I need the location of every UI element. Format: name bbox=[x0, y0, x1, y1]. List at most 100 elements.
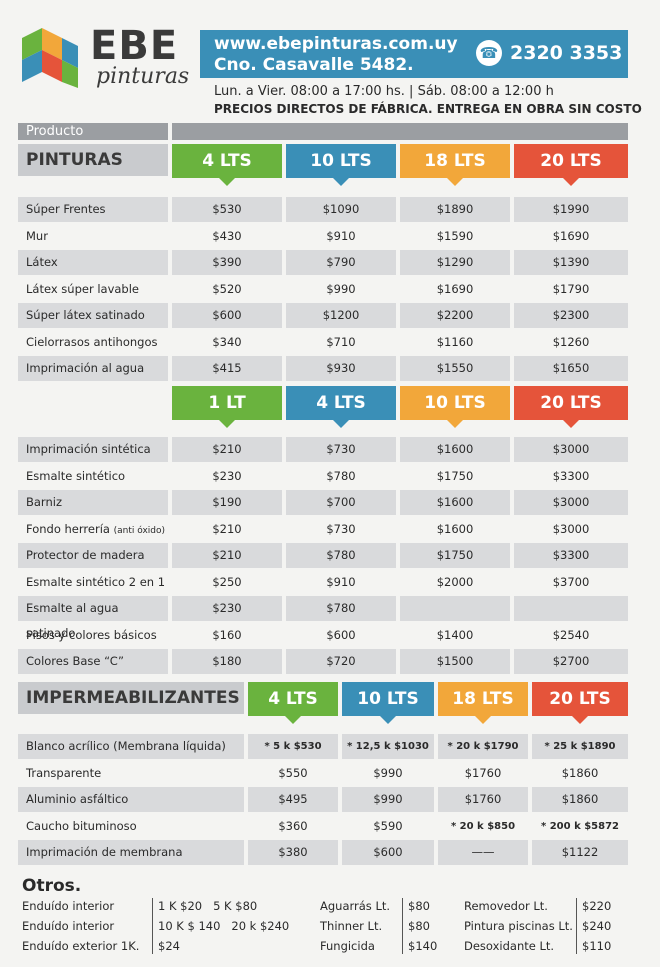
price-cell: $1390 bbox=[514, 250, 628, 275]
price-cell: $1760 bbox=[438, 787, 528, 812]
table-row: Esmalte sintético 2 en 1 $250 $910 $2000 $37… bbox=[18, 570, 628, 595]
website-link[interactable]: www.ebepinturas.com.uy bbox=[214, 34, 458, 54]
tab-imper-size-2: 10 LTS bbox=[342, 682, 434, 724]
price-cell: $600 bbox=[172, 303, 282, 328]
table-row: Caucho bituminoso $360 $590 * 20 k $850 * 20… bbox=[18, 814, 628, 839]
price-cell: $180 bbox=[172, 649, 282, 674]
price-cell: $910 bbox=[326, 228, 356, 243]
product-name: Imprimación sintética bbox=[18, 437, 168, 462]
price-cell: $360 bbox=[278, 818, 308, 833]
price-cell: $160 bbox=[212, 627, 242, 642]
tab-pinturas-size-1: 4 LTS bbox=[172, 144, 282, 186]
product-name: Súper Frentes bbox=[18, 197, 168, 222]
price-cell: $1600 bbox=[436, 521, 474, 536]
price-cell: $3700 bbox=[552, 574, 590, 589]
price-cell: $210 bbox=[212, 521, 242, 536]
otros-item-name: Enduído interior bbox=[22, 899, 115, 913]
price-cell bbox=[514, 596, 628, 621]
price-cell: $1860 bbox=[532, 787, 628, 812]
table-row: Imprimación de membrana $380 $600 —— $1122 bbox=[18, 840, 628, 865]
price-cell: $1160 bbox=[436, 334, 474, 349]
otros-item-price: $220 bbox=[582, 899, 612, 913]
price-cell: $990 bbox=[326, 281, 356, 296]
product-name: Súper látex satinado bbox=[18, 303, 168, 328]
tab-sinteticos-size-3: 10 LTS bbox=[400, 386, 510, 428]
table-row: Cielorrasos antihongos $340 $710 $1160 $1260 bbox=[18, 330, 628, 355]
otros-item-name: Enduído interior bbox=[22, 919, 115, 933]
tab-sinteticos-size-2: 4 LTS bbox=[286, 386, 396, 428]
price-cell: $1750 bbox=[436, 468, 474, 483]
price-cell: $1200 bbox=[286, 303, 396, 328]
table-row: Imprimación al agua $415 $930 $1550 $1650 bbox=[18, 356, 628, 381]
product-name: Imprimación al agua bbox=[18, 356, 168, 381]
price-cell: $700 bbox=[286, 490, 396, 515]
price-cell: $780 bbox=[326, 468, 356, 483]
price-cell: $710 bbox=[326, 334, 356, 349]
table-row: Látex súper lavable $520 $990 $1690 $1790 bbox=[18, 277, 628, 302]
price-cell: $2300 bbox=[514, 303, 628, 328]
price-cell: $990 bbox=[342, 787, 434, 812]
brand-name: EBE bbox=[90, 23, 179, 69]
tab-imper-size-3: 18 LTS bbox=[438, 682, 528, 724]
price-cell: $340 bbox=[212, 334, 242, 349]
price-cell: * 20 k $850 bbox=[450, 820, 516, 832]
product-name: Barniz bbox=[18, 490, 168, 515]
otros-item-price: $140 bbox=[408, 939, 438, 953]
price-cell: $1590 bbox=[436, 228, 474, 243]
product-name: Esmalte al agua satinado bbox=[18, 596, 168, 640]
price-cell: $1750 bbox=[400, 543, 510, 568]
product-name: Caucho bituminoso bbox=[26, 818, 137, 833]
price-cell: $1690 bbox=[552, 228, 590, 243]
price-cell: * 200 k $5872 bbox=[541, 820, 619, 832]
price-cell: $780 bbox=[286, 596, 396, 621]
price-cell: $380 bbox=[248, 840, 338, 865]
price-cell: $210 bbox=[172, 543, 282, 568]
producto-header: Producto bbox=[18, 123, 168, 140]
price-cell: * 5 k $530 bbox=[248, 734, 338, 759]
price-cell: $415 bbox=[172, 356, 282, 381]
product-name: Blanco acrílico (Membrana líquida) bbox=[18, 734, 244, 759]
price-cell: —— bbox=[438, 840, 528, 865]
otros-divider bbox=[402, 898, 403, 954]
otros-item-name: Fungicida bbox=[320, 939, 375, 953]
otros-item-price: $110 bbox=[582, 939, 612, 953]
table-row: Aluminio asfáltico $495 $990 $1760 $1860 bbox=[18, 787, 628, 812]
product-name: Cielorrasos antihongos bbox=[26, 334, 158, 349]
price-cell: $910 bbox=[326, 574, 356, 589]
price-cell: $1500 bbox=[400, 649, 510, 674]
price-cell: $1550 bbox=[400, 356, 510, 381]
table-row: Blanco acrílico (Membrana líquida) * 5 k … bbox=[18, 734, 628, 759]
table-row: Látex $390 $790 $1290 $1390 bbox=[18, 250, 628, 275]
otros-item-price: 1 K $20 5 K $80 bbox=[158, 899, 258, 913]
address: Cno. Casavalle 5482. bbox=[214, 55, 414, 75]
product-name: Aluminio asfáltico bbox=[18, 787, 244, 812]
price-cell: $1600 bbox=[400, 437, 510, 462]
product-name: Látex súper lavable bbox=[26, 281, 140, 296]
price-cell: $730 bbox=[326, 521, 356, 536]
price-cell: $210 bbox=[172, 437, 282, 462]
otros-item-price: $240 bbox=[582, 919, 612, 933]
otros-item-price: $80 bbox=[408, 919, 430, 933]
price-cell: $3000 bbox=[514, 437, 628, 462]
phone-number[interactable]: 2320 3353 bbox=[510, 42, 623, 64]
table-row: Esmalte al agua satinado $230 $780 bbox=[18, 596, 628, 640]
table-row: Pisos y colores básicos $160 $600 $1400 $254… bbox=[18, 623, 628, 648]
product-name: Fondo herrería (anti óxido) bbox=[26, 521, 166, 536]
price-cell: $2700 bbox=[514, 649, 628, 674]
phone-icon: ☎ bbox=[476, 40, 502, 66]
product-name: Imprimación de membrana bbox=[18, 840, 244, 865]
price-cell: $2200 bbox=[400, 303, 510, 328]
table-row: Súper látex satinado $600 $1200 $2200 $2300 bbox=[18, 303, 628, 328]
tab-sinteticos-size-4: 20 LTS bbox=[514, 386, 628, 428]
table-row: Barniz $190 $700 $1600 $3000 bbox=[18, 490, 628, 515]
price-cell: $3300 bbox=[514, 543, 628, 568]
table-row: Súper Frentes $530 $1090 $1890 $1990 bbox=[18, 197, 628, 222]
price-cell: $230 bbox=[172, 596, 282, 621]
price-cell: $1690 bbox=[436, 281, 474, 296]
price-cell: $190 bbox=[172, 490, 282, 515]
section-impermeabilizantes-label: IMPERMEABILIZANTES bbox=[18, 682, 244, 714]
price-cell: $1860 bbox=[561, 765, 599, 780]
price-cell: $2000 bbox=[436, 574, 474, 589]
otros-divider bbox=[152, 898, 153, 954]
price-cell: $730 bbox=[286, 437, 396, 462]
